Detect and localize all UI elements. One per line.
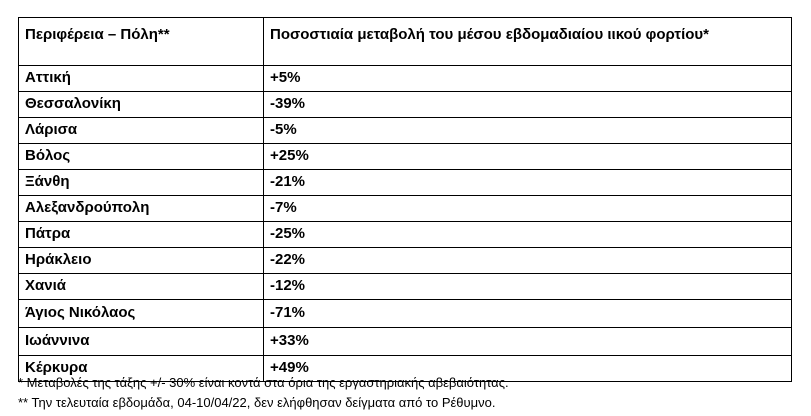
table-row: Άγιος Νικόλαος -71%: [18, 299, 792, 328]
footnote-missing-samples: ** Την τελευταία εβδομάδα, 04-10/04/22, …: [18, 395, 496, 410]
header-change: Ποσοστιαία μεταβολή του μέσου εβδομαδιαί…: [263, 17, 792, 66]
cell-change: -39%: [263, 91, 792, 118]
table-header-row: Περιφέρεια – Πόλη** Ποσοστιαία μεταβολή …: [18, 17, 792, 66]
cell-region: Θεσσαλονίκη: [18, 91, 264, 118]
table-row: Ξάνθη -21%: [18, 169, 792, 196]
cell-region: Πάτρα: [18, 221, 264, 248]
table-row: Κέρκυρα +49%: [18, 355, 792, 382]
table-row: Χανιά -12%: [18, 273, 792, 300]
cell-change: -5%: [263, 117, 792, 144]
cell-change: -7%: [263, 195, 792, 222]
header-region: Περιφέρεια – Πόλη**: [18, 17, 264, 66]
table-row: Αλεξανδρούπολη -7%: [18, 195, 792, 222]
viral-load-table: Περιφέρεια – Πόλη** Ποσοστιαία μεταβολή …: [18, 17, 792, 382]
table-row: Λάρισα -5%: [18, 117, 792, 144]
table-row: Ηράκλειο -22%: [18, 247, 792, 274]
cell-change: +25%: [263, 143, 792, 170]
cell-change: -25%: [263, 221, 792, 248]
cell-change: -12%: [263, 273, 792, 300]
footnotes: * Μεταβολές της τάξης +/- 30% είναι κοντ…: [18, 373, 798, 413]
cell-region: Ξάνθη: [18, 169, 264, 196]
cell-region: Ιωάννινα: [18, 327, 264, 356]
cell-change: -71%: [263, 299, 792, 328]
cell-region: Κέρκυρα: [18, 355, 264, 382]
footnote-uncertainty: * Μεταβολές της τάξης +/- 30% είναι κοντ…: [18, 375, 509, 390]
cell-change: -21%: [263, 169, 792, 196]
table-row: Πάτρα -25%: [18, 221, 792, 248]
cell-change: +49%: [263, 355, 792, 382]
cell-change: -22%: [263, 247, 792, 274]
cell-change: +33%: [263, 327, 792, 356]
cell-change: +5%: [263, 65, 792, 92]
cell-region: Αλεξανδρούπολη: [18, 195, 264, 222]
cell-region: Λάρισα: [18, 117, 264, 144]
cell-region: Βόλος: [18, 143, 264, 170]
cell-region: Ηράκλειο: [18, 247, 264, 274]
table-row: Βόλος +25%: [18, 143, 792, 170]
table-row: Αττική +5%: [18, 65, 792, 92]
cell-region: Χανιά: [18, 273, 264, 300]
table-row: Θεσσαλονίκη -39%: [18, 91, 792, 118]
cell-region: Αττική: [18, 65, 264, 92]
viral-load-table-container: Περιφέρεια – Πόλη** Ποσοστιαία μεταβολή …: [18, 17, 792, 382]
table-row: Ιωάννινα +33%: [18, 327, 792, 356]
cell-region: Άγιος Νικόλαος: [18, 299, 264, 328]
